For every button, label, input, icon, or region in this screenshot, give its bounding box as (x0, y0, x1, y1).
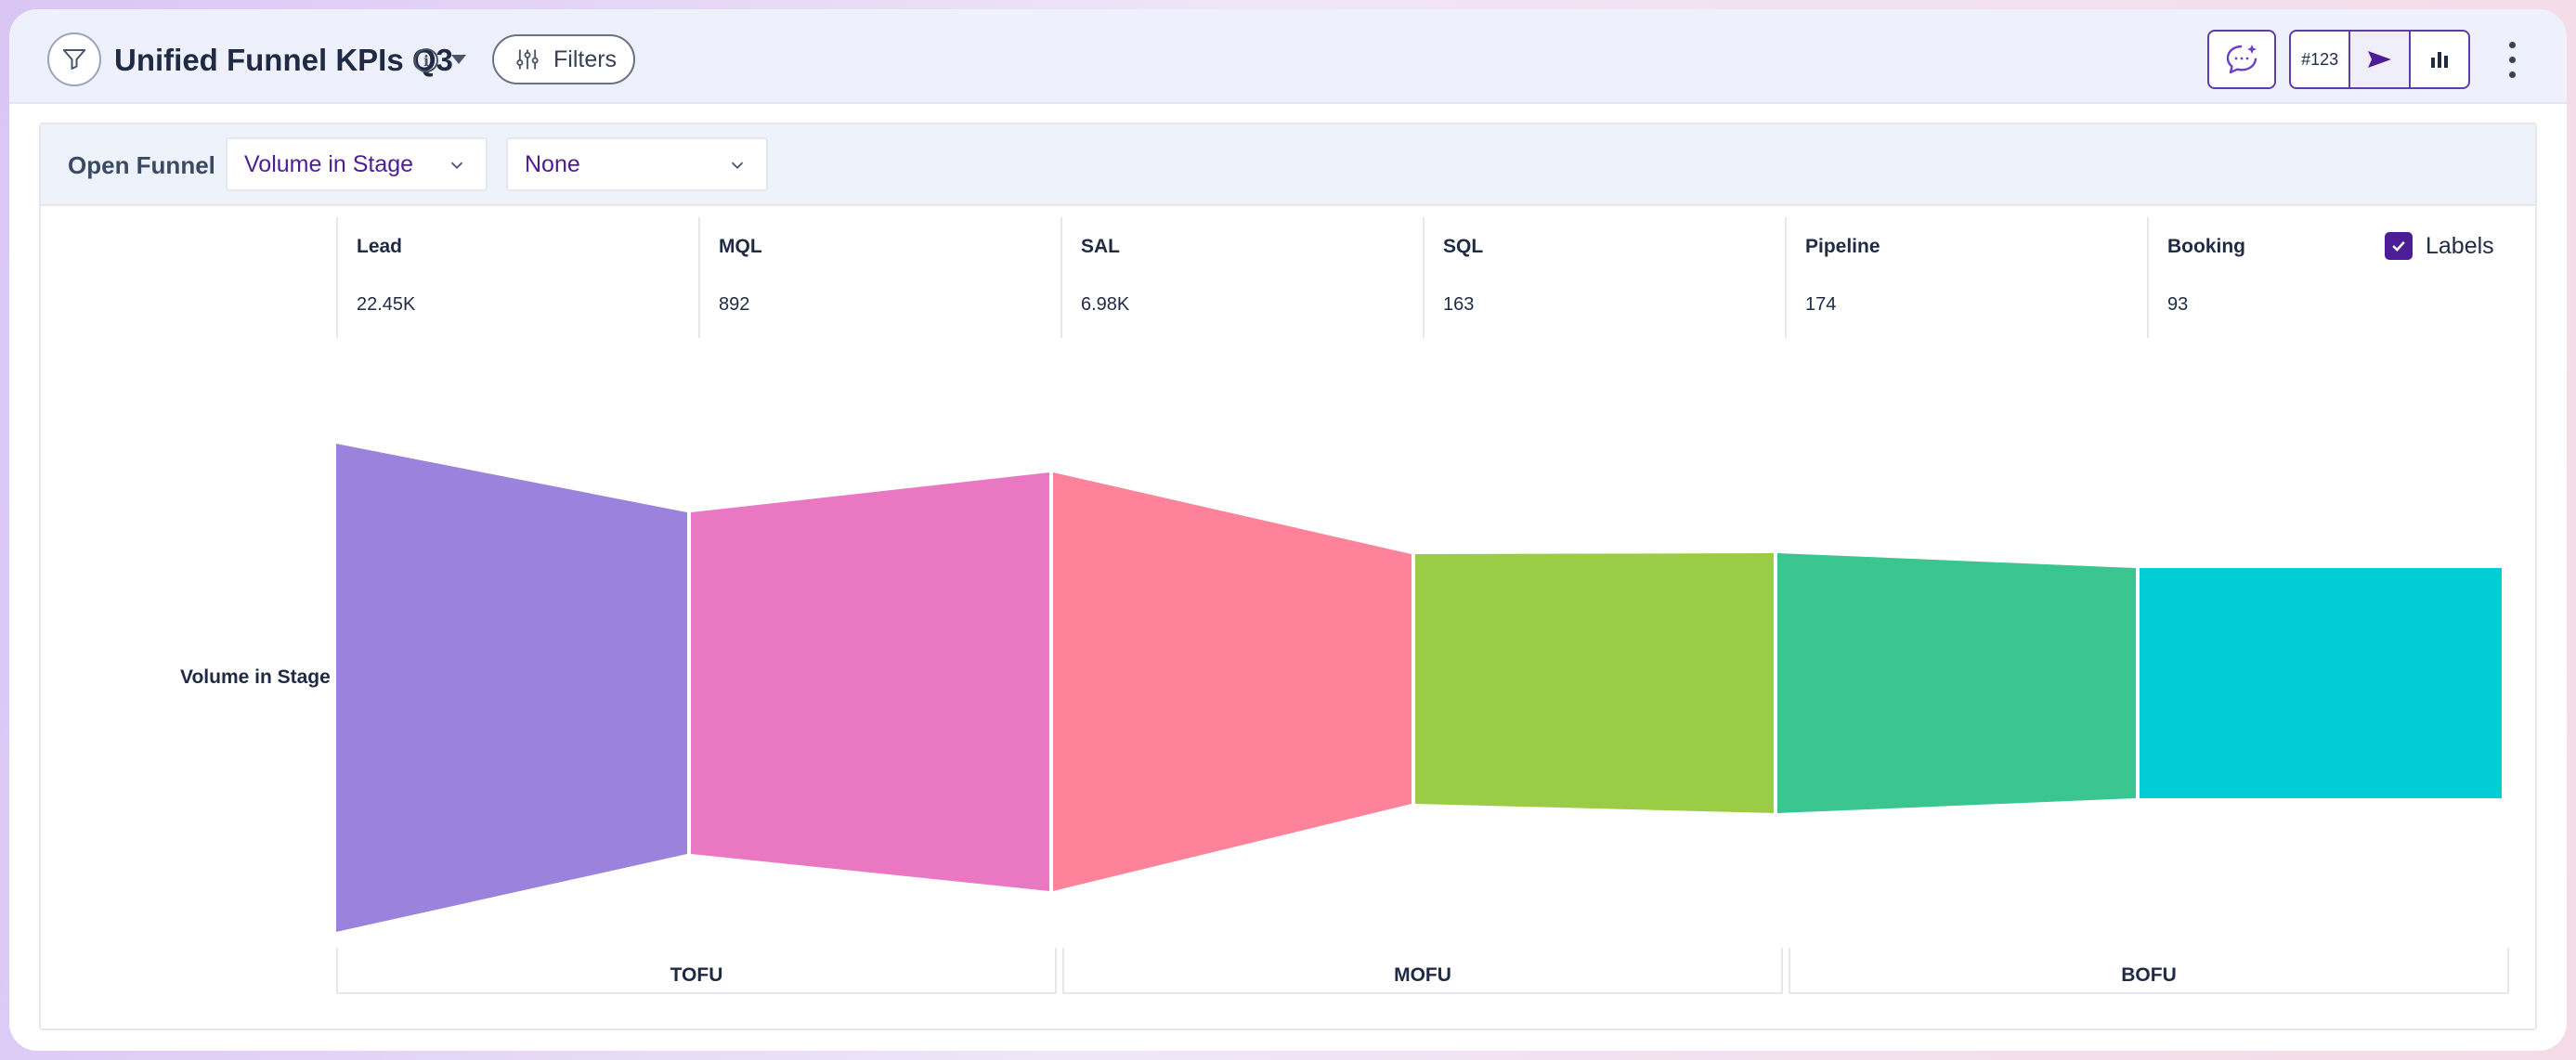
bar-chart-view-button[interactable] (2411, 32, 2468, 87)
stage-value: 22.45K (357, 294, 416, 315)
number-view-button[interactable]: #123 (2291, 32, 2351, 87)
caret-down-icon[interactable] (451, 55, 466, 64)
chevron-down-icon (731, 162, 744, 170)
labels-checkbox[interactable] (2385, 232, 2413, 260)
row-label: Volume in Stage (180, 666, 331, 688)
info-icon[interactable]: i (414, 48, 438, 72)
funnel-view-button[interactable] (2350, 32, 2411, 87)
stage-header-sql: SQL 163 (1423, 217, 1785, 338)
group-bofu: BOFU (1789, 948, 2509, 994)
stage-value: 174 (1805, 294, 1837, 315)
group-label: BOFU (2121, 964, 2177, 986)
stage-value: 6.98K (1081, 294, 1130, 315)
stage-name: Booking (2167, 236, 2245, 257)
bar-chart-icon (2430, 52, 2448, 68)
stage-name: MQL (719, 236, 762, 257)
stage-header-booking: Booking 93 (2147, 217, 2509, 338)
stage-header-sal: SAL 6.98K (1060, 217, 1423, 338)
stage-header-lead: Lead 22.45K (336, 217, 698, 338)
page-title: Unified Funnel KPIs Q3 (114, 43, 453, 77)
visualization-toggle: #123 (2289, 30, 2470, 89)
chevron-down-icon (450, 162, 463, 170)
stage-value: 163 (1443, 294, 1475, 315)
stage-value: 892 (719, 294, 750, 315)
metric-select[interactable]: Volume in Stage (226, 137, 488, 191)
ai-chat-icon (2226, 45, 2257, 74)
panel-toolbar: Open Funnel Volume in Stage None (41, 124, 2535, 206)
sliders-icon (516, 49, 539, 70)
filters-button[interactable]: Filters (492, 34, 635, 84)
app-frame: Unified Funnel KPIs Q3 i Filters #123 (9, 9, 2567, 1051)
group-label: TOFU (670, 964, 723, 986)
funnel-segment-sal[interactable] (1053, 472, 1412, 891)
send-icon (2368, 51, 2392, 68)
funnel-segment-pipeline[interactable] (1777, 553, 2136, 813)
stage-name: Pipeline (1805, 236, 1880, 257)
funnel-segment-sql[interactable] (1415, 553, 1774, 813)
stage-header-pipeline: Pipeline 174 (1785, 217, 2147, 338)
funnel-icon[interactable] (47, 32, 101, 86)
stage-header-mql: MQL 892 (698, 217, 1060, 338)
group-select-value: None (525, 150, 580, 177)
funnel-panel: Open Funnel Volume in Stage None Labels … (39, 123, 2537, 1030)
group-select[interactable]: None (506, 137, 768, 191)
stage-name: SQL (1443, 236, 1484, 257)
group-mofu: MOFU (1062, 948, 1783, 994)
check-icon (2392, 240, 2405, 252)
funnel-segment-booking[interactable] (2140, 568, 2502, 798)
stage-name: Lead (357, 236, 403, 257)
view-label: Open Funnel (68, 151, 215, 179)
stage-value: 93 (2167, 294, 2189, 315)
group-label: MOFU (1394, 964, 1451, 986)
filters-label: Filters (553, 45, 618, 72)
more-options-icon[interactable] (2501, 37, 2523, 82)
funnel-chart (336, 444, 2502, 932)
funnel-segment-lead[interactable] (336, 444, 687, 932)
group-tofu: TOFU (336, 948, 1057, 994)
labels-toggle[interactable]: Labels (2385, 232, 2494, 260)
number-view-label: #123 (2301, 49, 2339, 69)
labels-toggle-label: Labels (2426, 232, 2494, 259)
header-bar: Unified Funnel KPIs Q3 i Filters #123 (9, 9, 2567, 104)
stage-name: SAL (1081, 236, 1120, 257)
ai-chat-button[interactable] (2207, 30, 2276, 89)
funnel-segment-mql[interactable] (691, 472, 1049, 891)
metric-select-value: Volume in Stage (244, 150, 414, 177)
